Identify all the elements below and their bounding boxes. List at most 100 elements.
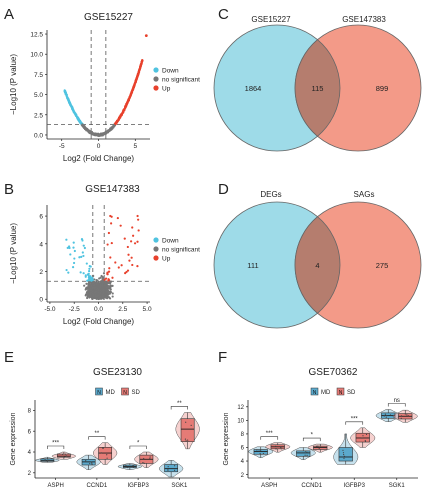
point-up xyxy=(136,265,139,268)
point-up xyxy=(125,104,128,107)
legend-key: N xyxy=(123,390,127,396)
data-point xyxy=(365,433,368,436)
data-point xyxy=(342,449,344,451)
point-up xyxy=(122,108,125,111)
data-point xyxy=(106,457,108,459)
significance-label: *** xyxy=(52,441,60,447)
y-tick-label: 5.0 xyxy=(34,92,43,99)
data-point xyxy=(47,459,49,461)
legend-key: N xyxy=(97,390,101,396)
data-point xyxy=(386,414,388,417)
point-down xyxy=(72,261,76,265)
legend-dot-up xyxy=(153,85,159,91)
point-ns xyxy=(83,284,86,287)
significance-bracket xyxy=(47,445,65,449)
data-point xyxy=(173,469,176,471)
legend-swatch-sd xyxy=(121,387,129,396)
point-up xyxy=(128,259,131,262)
data-point xyxy=(167,466,169,468)
point-ns xyxy=(104,296,108,299)
legend-label: no significant xyxy=(162,247,200,254)
data-point xyxy=(102,447,104,449)
point-ns xyxy=(89,287,92,290)
legend-label: MD xyxy=(106,390,116,396)
y-tick-label: 6 xyxy=(39,214,43,221)
y-tick-label: 4 xyxy=(39,241,43,248)
point-up xyxy=(124,272,127,275)
legend-label: Down xyxy=(162,238,179,245)
box-md xyxy=(164,464,179,473)
venn-count-overlap: 115 xyxy=(312,84,324,93)
data-point xyxy=(49,459,51,462)
point-ns xyxy=(92,274,95,278)
point-down xyxy=(73,249,76,253)
point-up xyxy=(128,95,131,98)
point-down xyxy=(72,110,76,113)
point-ns xyxy=(99,276,102,279)
point-up xyxy=(138,67,142,70)
data-point xyxy=(280,448,282,450)
point-down xyxy=(80,255,83,258)
data-point xyxy=(132,466,135,468)
point-up xyxy=(136,214,139,218)
point-up xyxy=(135,77,138,80)
point-ns xyxy=(84,288,87,291)
point-ns xyxy=(105,290,108,293)
y-tick-label: 2.5 xyxy=(34,112,43,119)
data-point xyxy=(65,455,67,457)
significance-label: ns xyxy=(394,398,400,404)
data-point xyxy=(318,447,320,449)
data-point xyxy=(132,464,134,467)
data-point xyxy=(106,454,108,456)
venn-set-label: GSE147383 xyxy=(342,15,386,24)
point-up xyxy=(131,263,134,267)
point-ns xyxy=(111,126,114,129)
data-point xyxy=(65,456,67,458)
y-tick-label: 12 xyxy=(237,405,244,411)
y-tick-label: 2 xyxy=(28,471,32,477)
point-ns xyxy=(106,130,109,133)
point-down xyxy=(82,244,85,247)
point-up xyxy=(133,83,136,86)
x-tick-label: -5 xyxy=(59,143,65,150)
x-tick-label: -2.5 xyxy=(69,306,81,313)
data-point xyxy=(262,453,265,455)
y-tick-label: 0 xyxy=(39,297,43,304)
point-down xyxy=(73,112,76,115)
point-ns xyxy=(99,295,102,298)
data-point xyxy=(275,448,278,450)
point-down xyxy=(73,257,76,260)
point-up xyxy=(126,269,130,272)
point-down xyxy=(66,98,70,101)
point-ns xyxy=(84,294,87,297)
point-down xyxy=(89,265,92,268)
point-up xyxy=(103,278,106,281)
box-sd xyxy=(180,418,195,442)
point-up xyxy=(104,277,108,280)
point-down xyxy=(83,246,86,250)
point-ns xyxy=(95,283,98,286)
point-up xyxy=(117,266,120,269)
chart-title: GSE23130 xyxy=(93,367,142,378)
y-tick-label: 10.0 xyxy=(30,52,43,59)
point-ns xyxy=(94,290,98,293)
point-down xyxy=(81,251,84,254)
point-down xyxy=(72,241,75,244)
data-point xyxy=(260,449,262,451)
x-tick-label: CCND1 xyxy=(301,483,322,489)
data-point xyxy=(362,435,364,437)
point-ns xyxy=(108,286,111,289)
x-tick-label: IGFBP3 xyxy=(127,483,149,489)
venn-overlap xyxy=(294,216,341,314)
point-up xyxy=(106,243,109,246)
data-point xyxy=(304,454,306,456)
point-ns xyxy=(101,279,104,282)
y-axis-label: −Log10 (P value) xyxy=(9,54,18,115)
point-ns xyxy=(106,296,109,299)
data-point xyxy=(63,456,66,458)
point-ns xyxy=(94,294,97,298)
legend-swatch-md xyxy=(95,387,103,396)
point-ns xyxy=(103,133,106,136)
point-up-outlier xyxy=(144,34,148,38)
point-ns xyxy=(87,289,90,292)
